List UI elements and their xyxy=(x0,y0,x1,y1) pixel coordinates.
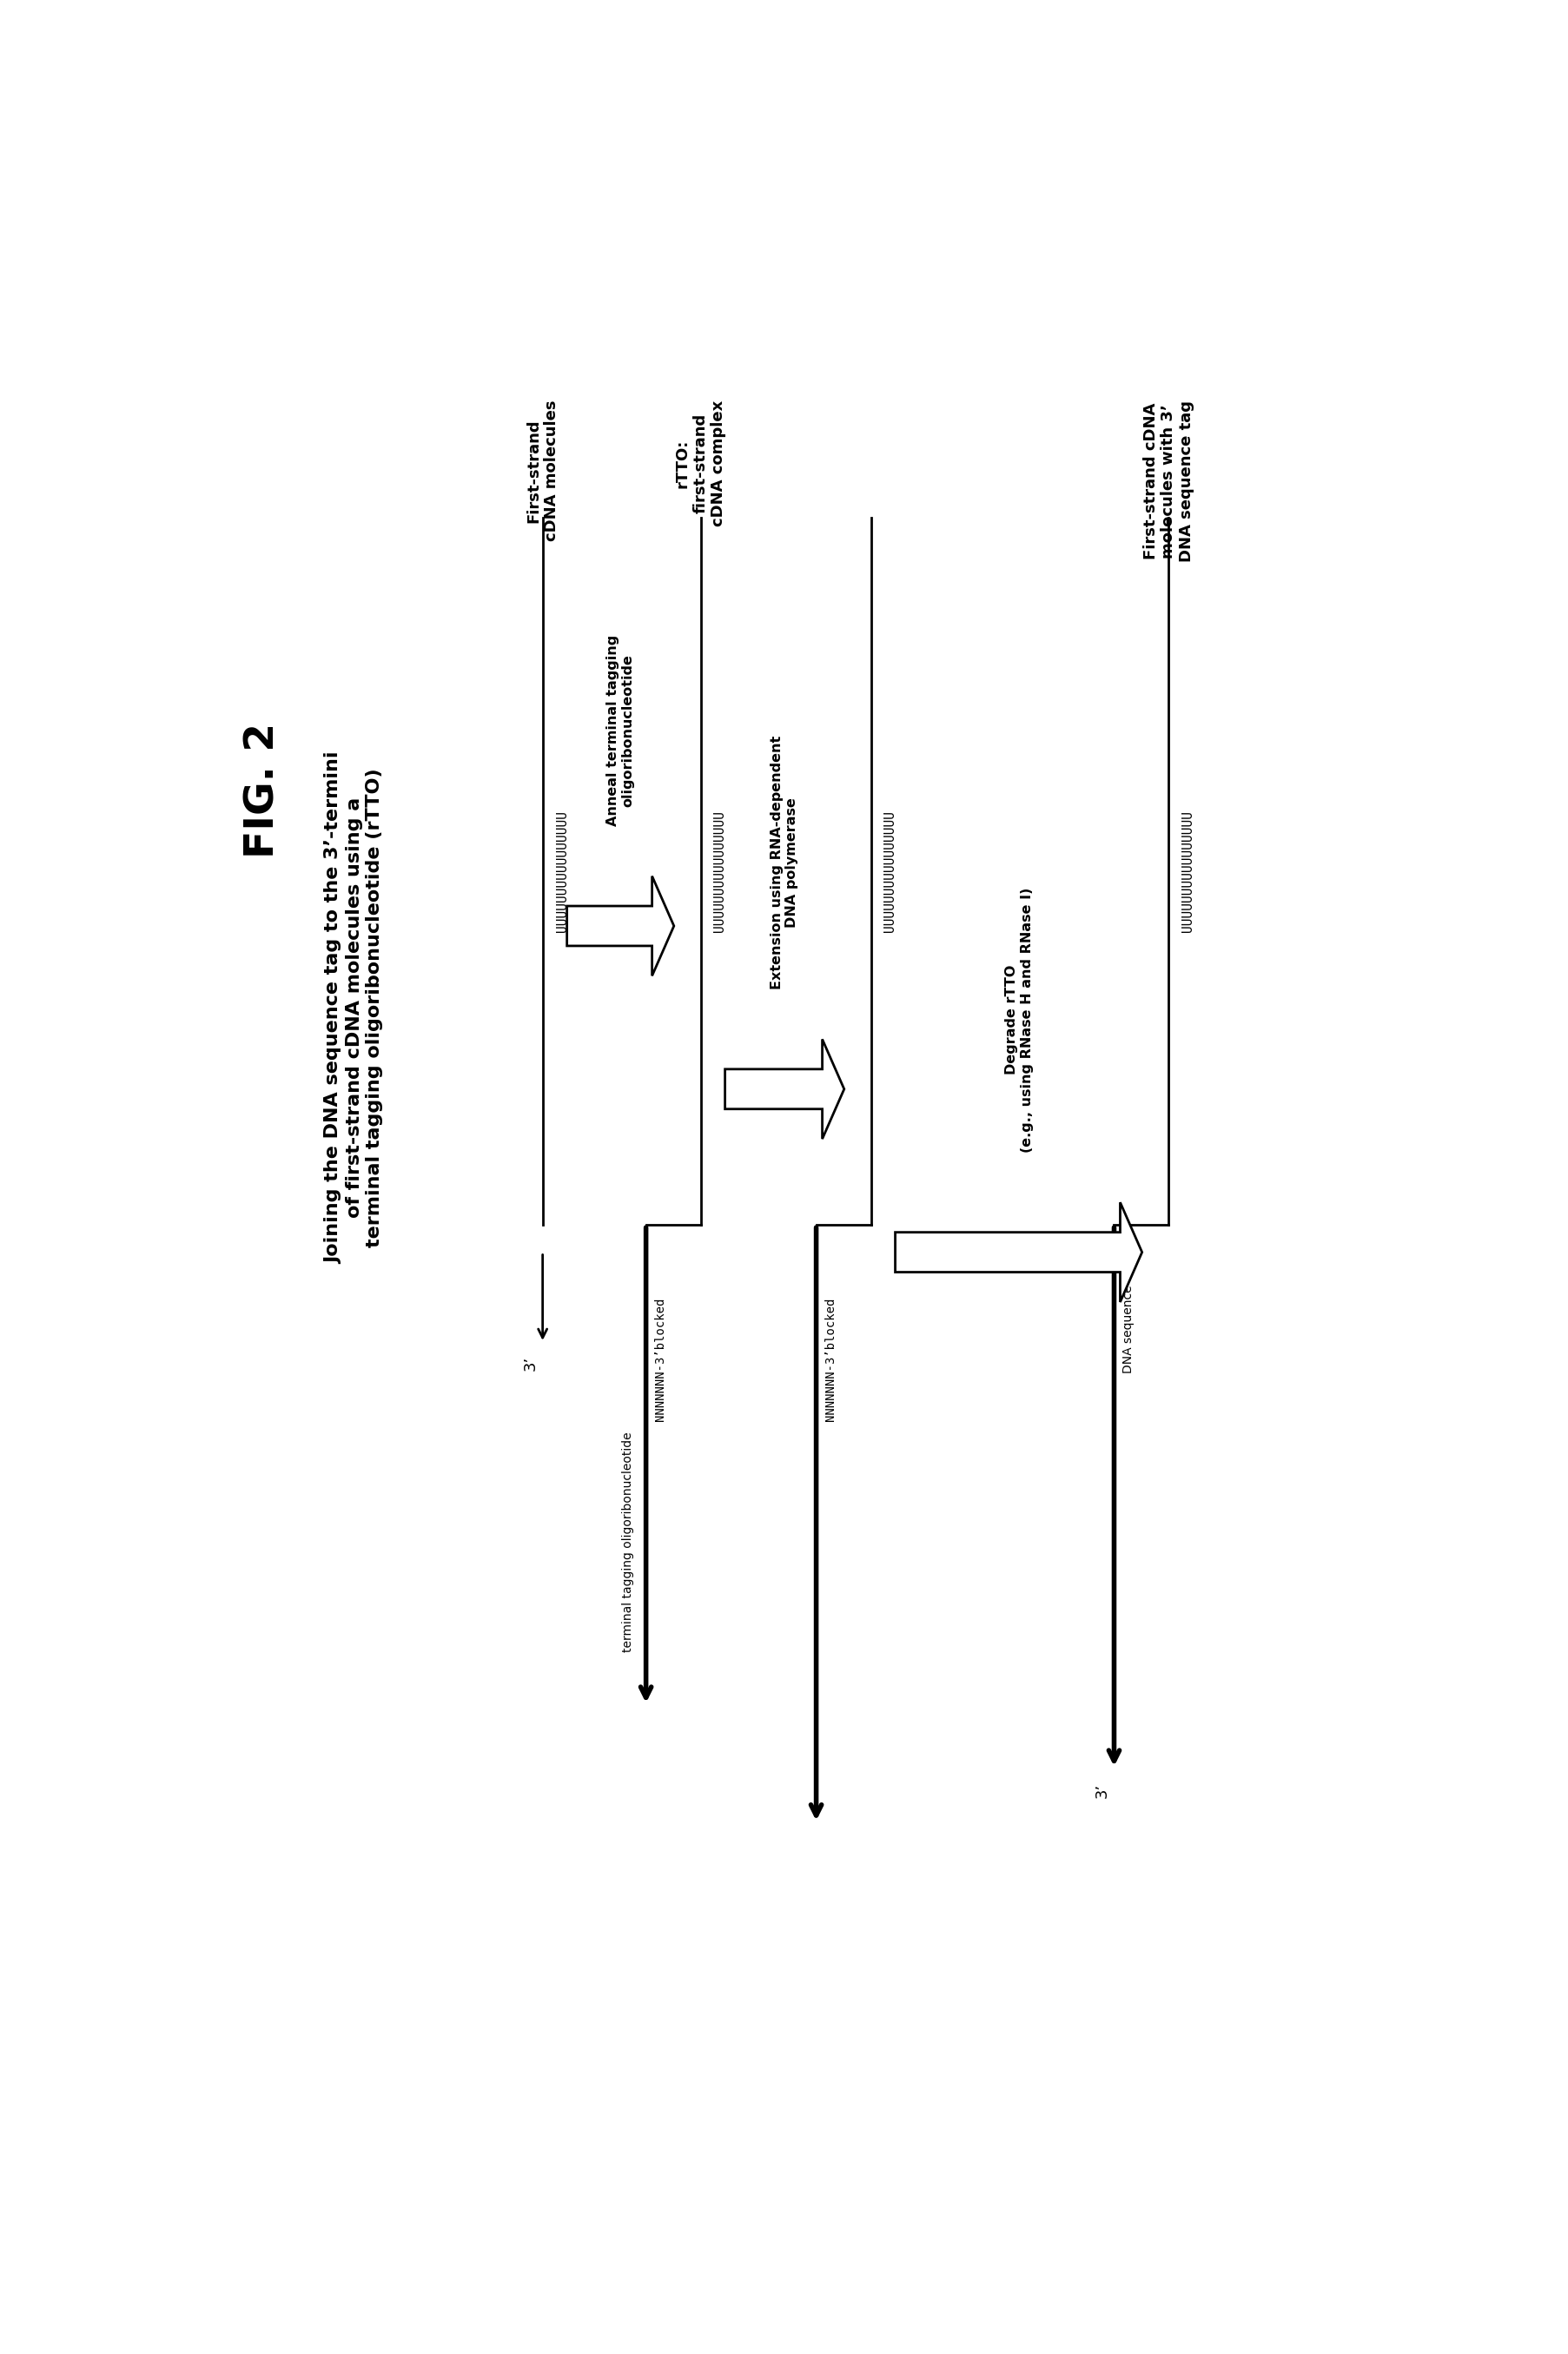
FancyArrow shape xyxy=(895,1203,1142,1302)
Text: First-strand cDNA
molecules with 3’
DNA sequence tag: First-strand cDNA molecules with 3’ DNA … xyxy=(1142,400,1195,563)
Text: Anneal terminal tagging
oligoribonucleotide: Anneal terminal tagging oligoribonucleot… xyxy=(607,636,633,826)
Text: First-strand
cDNA molecules: First-strand cDNA molecules xyxy=(525,400,560,541)
Text: FIG. 2: FIG. 2 xyxy=(243,723,282,857)
Text: Joining the DNA sequence tag to the 3’-termini
of first-strand cDNA molecules us: Joining the DNA sequence tag to the 3’-t… xyxy=(325,751,383,1264)
Text: NNNNNNN-3’blocked: NNNNNNN-3’blocked xyxy=(654,1297,666,1422)
Text: 3’: 3’ xyxy=(522,1356,538,1370)
Text: UUUUUUUUUUUUUUUU: UUUUUUUUUUUUUUUU xyxy=(1181,810,1195,932)
Text: rTTO:
first-strand
cDNA complex: rTTO: first-strand cDNA complex xyxy=(674,400,726,527)
Text: UUUUUUUUUUUUUUUU: UUUUUUUUUUUUUUUU xyxy=(555,810,568,932)
Text: NNNNNNN-3’blocked: NNNNNNN-3’blocked xyxy=(825,1297,836,1422)
Text: DNA sequence tag: DNA sequence tag xyxy=(1123,1262,1134,1372)
Text: Degrade rTTO
(e.g., using RNase H and RNase I): Degrade rTTO (e.g., using RNase H and RN… xyxy=(1005,887,1033,1153)
FancyArrow shape xyxy=(566,876,674,977)
Text: 3’: 3’ xyxy=(1093,1784,1109,1798)
Text: UUUUUUUUUUUUUUUU: UUUUUUUUUUUUUUUU xyxy=(883,810,897,932)
FancyArrow shape xyxy=(724,1038,844,1139)
Text: terminal tagging oligoribonucleotide: terminal tagging oligoribonucleotide xyxy=(621,1431,633,1653)
Text: Extension using RNA-dependent
DNA polymerase: Extension using RNA-dependent DNA polyme… xyxy=(770,734,798,989)
Text: UUUUUUUUUUUUUUUU: UUUUUUUUUUUUUUUU xyxy=(713,810,726,932)
